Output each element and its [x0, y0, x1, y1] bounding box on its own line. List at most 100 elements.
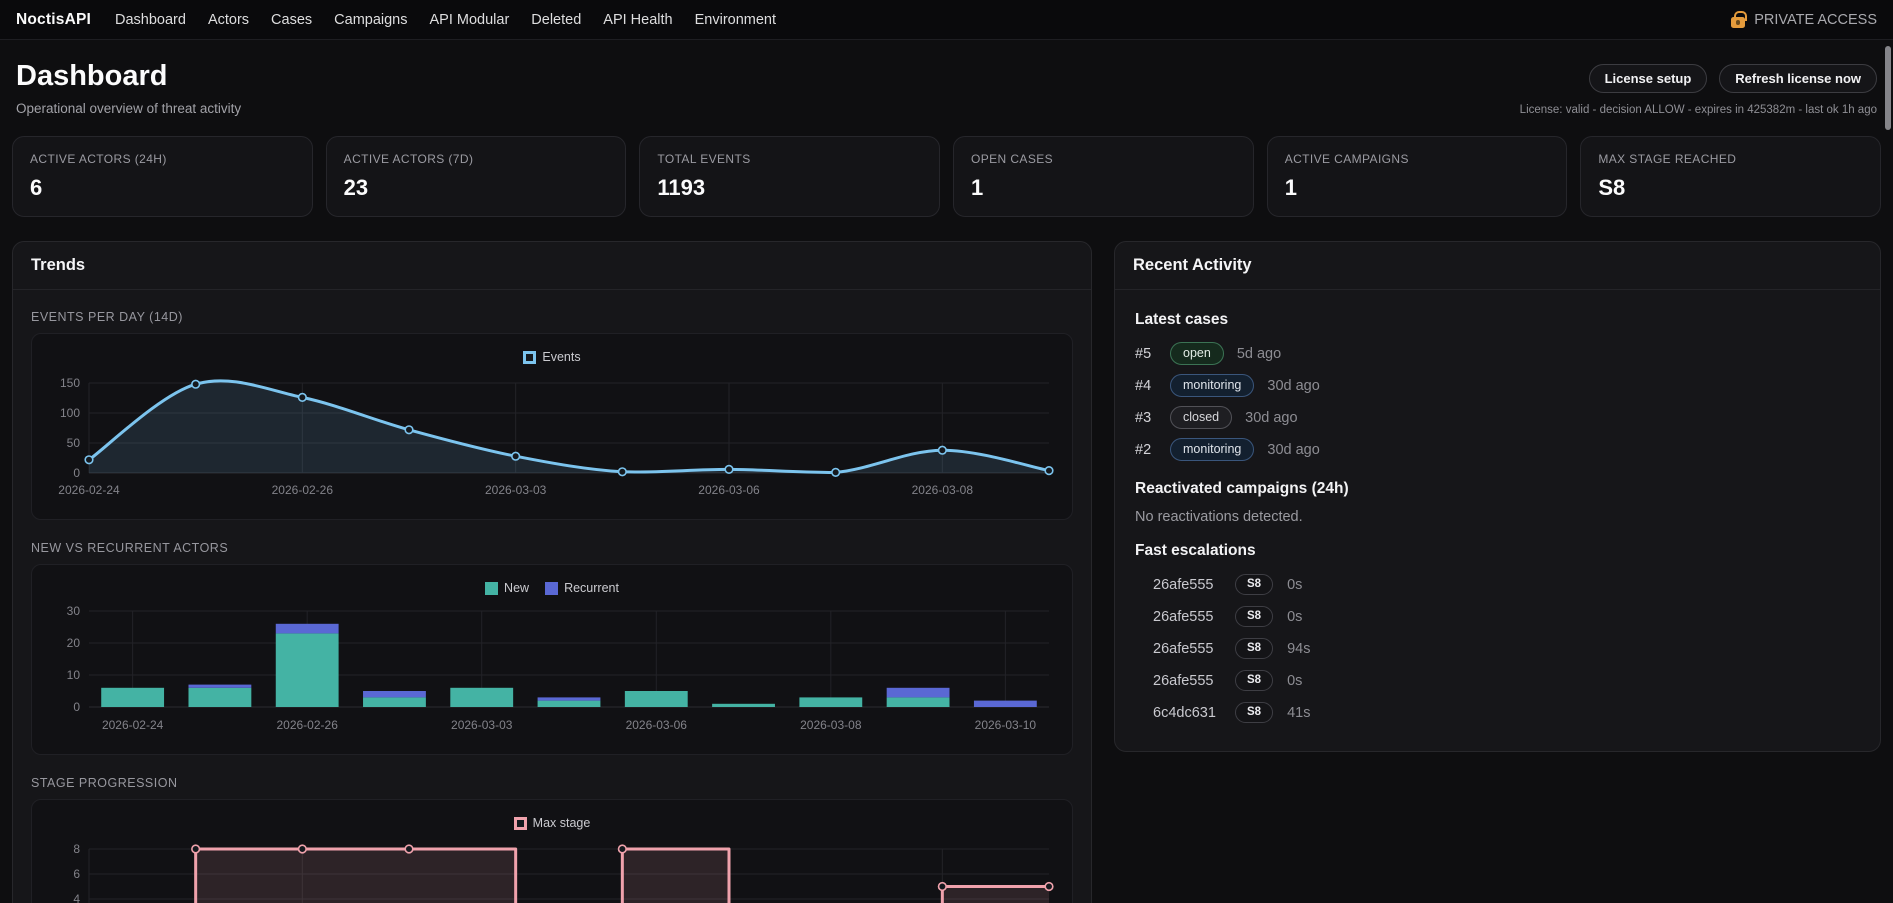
- nav-item-api-health[interactable]: API Health: [603, 11, 673, 28]
- stage-badge: S8: [1235, 574, 1274, 595]
- chart-section-label-events-per-day-14d: EVENTS PER DAY (14D): [31, 310, 183, 324]
- stat-value: 1: [971, 175, 984, 200]
- nav-item-api-modular[interactable]: API Modular: [429, 11, 510, 28]
- stage-badge: S8: [1235, 638, 1274, 659]
- stat-value: S8: [1598, 175, 1626, 200]
- license-setup-button[interactable]: License setup: [1588, 64, 1708, 93]
- stage-badge: S8: [1235, 702, 1274, 723]
- escalation-actor-id: 26afe555: [1153, 640, 1214, 657]
- escalation-duration: 0s: [1287, 576, 1303, 593]
- stat-label: ACTIVE ACTORS (24H): [30, 152, 167, 166]
- chart-legend: Max stage: [43, 810, 1061, 836]
- legend-label: New: [504, 581, 530, 595]
- stat-card-total-events: TOTAL EVENTS 1193: [639, 136, 941, 217]
- svg-text:0: 0: [73, 700, 80, 714]
- case-status-badge: closed: [1170, 406, 1233, 429]
- case-row[interactable]: #4 monitoring 30d ago: [1135, 372, 1860, 399]
- escalations-list: 26afe555 S8 0s 26afe555 S8 0s 26afe555 S8 94s 26a…: [1135, 571, 1860, 726]
- svg-text:2026-02-24: 2026-02-24: [102, 718, 164, 732]
- stat-label: OPEN CASES: [971, 152, 1054, 166]
- nav-links: Dashboard Actors Cases Campaigns API Modular…: [115, 12, 776, 28]
- license-buttons: License setup Refresh license now: [1588, 64, 1877, 93]
- legend-item-events: Events: [523, 350, 581, 364]
- chart-stage-progression: Max stage02468: [31, 799, 1073, 903]
- legend-item-recurrent: Recurrent: [545, 581, 619, 595]
- nav-item-actors[interactable]: Actors: [207, 11, 250, 28]
- chart-legend: New Recurrent: [43, 575, 1061, 601]
- escalation-row: 26afe555 S8 0s: [1135, 571, 1860, 598]
- license-controls: License setup Refresh license now License…: [1520, 60, 1877, 116]
- escalation-row: 26afe555 S8 0s: [1135, 603, 1860, 630]
- svg-text:6: 6: [73, 867, 80, 881]
- activity-body: Latest cases #5 open 5d ago #4 monitoring 30d…: [1115, 290, 1880, 751]
- nav-item-campaigns[interactable]: Campaigns: [334, 11, 408, 28]
- svg-text:2026-03-10: 2026-03-10: [975, 718, 1037, 732]
- escalation-row: 6c4dc631 S8 41s: [1135, 699, 1860, 726]
- chart-legend: Events: [43, 344, 1061, 370]
- svg-text:20: 20: [67, 636, 81, 650]
- title-block: Dashboard Operational overview of threat…: [16, 60, 241, 116]
- case-status-badge: monitoring: [1170, 438, 1255, 461]
- escalation-duration: 0s: [1287, 672, 1303, 689]
- svg-text:2026-02-24: 2026-02-24: [58, 483, 120, 497]
- legend-item-new: New: [485, 581, 529, 595]
- svg-text:2026-03-08: 2026-03-08: [800, 718, 862, 732]
- svg-text:30: 30: [67, 604, 81, 618]
- escalation-actor-id: 6c4dc631: [1153, 704, 1216, 721]
- case-row[interactable]: #3 closed 30d ago: [1135, 404, 1860, 431]
- stat-label: ACTIVE ACTORS (7D): [343, 152, 474, 166]
- escalation-actor-id: 26afe555: [1153, 608, 1214, 625]
- lock-icon: [1731, 11, 1747, 28]
- license-status: License: valid - decision ALLOW - expire…: [1519, 104, 1877, 116]
- chart-canvas-bar: 0 10 20 30 2026-02-24 2026-02-26 2026-03-03 202…: [67, 604, 1049, 732]
- svg-text:2026-03-06: 2026-03-06: [698, 483, 760, 497]
- page-subtitle: Operational overview of threat activity: [16, 101, 242, 116]
- chart-canvas-line: 0 50 100 150 2026-02-24 2026-02-26 2026-03-03 2…: [58, 376, 1054, 497]
- case-id: #3: [1135, 409, 1152, 426]
- case-status-badge: monitoring: [1170, 374, 1255, 397]
- legend-swatch-icon: [485, 581, 499, 595]
- latest-cases-heading: Latest cases: [1135, 311, 1229, 328]
- stat-value: 1: [1284, 175, 1297, 200]
- case-age: 30d ago: [1267, 441, 1320, 458]
- latest-cases-list: #5 open 5d ago #4 monitoring 30d ago #3 closed 3…: [1135, 340, 1860, 463]
- case-id: #5: [1135, 345, 1152, 362]
- nav-item-deleted[interactable]: Deleted: [531, 11, 582, 28]
- reactivated-empty-text: No reactivations detected.: [1135, 509, 1303, 525]
- stage-badge: S8: [1235, 606, 1274, 627]
- nav-item-environment[interactable]: Environment: [694, 11, 777, 28]
- escalation-duration: 41s: [1287, 704, 1311, 721]
- case-row[interactable]: #2 monitoring 30d ago: [1135, 436, 1860, 463]
- trends-charts: EVENTS PER DAY (14D) Events 0 50 100 150 2026-…: [13, 290, 1091, 903]
- page-header: Dashboard Operational overview of threat…: [0, 40, 1893, 122]
- svg-text:10: 10: [67, 668, 81, 682]
- nav-item-cases[interactable]: Cases: [271, 11, 313, 28]
- legend-swatch-icon: [523, 350, 537, 364]
- legend-swatch-icon: [545, 581, 559, 595]
- stat-card-open-cases: OPEN CASES 1: [953, 136, 1254, 217]
- stat-card-active-campaigns: ACTIVE CAMPAIGNS 1: [1266, 136, 1568, 217]
- escalation-duration: 0s: [1287, 608, 1303, 625]
- stat-value: 1193: [657, 175, 706, 200]
- brand-logo: NoctisAPI: [16, 10, 92, 28]
- stat-value: 23: [343, 175, 369, 200]
- stats-row: ACTIVE ACTORS (24H) 6 ACTIVE ACTORS (7D) 23…: [12, 136, 1882, 217]
- main-columns: Trends EVENTS PER DAY (14D) Events 0 50 100 1…: [12, 241, 1881, 903]
- chart-canvas-step: 02468: [73, 842, 1054, 903]
- refresh-license-button[interactable]: Refresh license now: [1719, 64, 1877, 93]
- case-status-badge: open: [1170, 342, 1224, 365]
- escalation-row: 26afe555 S8 94s: [1135, 635, 1860, 662]
- escalations-heading: Fast escalations: [1135, 542, 1256, 559]
- legend-item-max-stage: Max stage: [513, 816, 590, 830]
- stat-label: ACTIVE CAMPAIGNS: [1284, 152, 1409, 166]
- nav-item-dashboard[interactable]: Dashboard: [115, 11, 186, 28]
- svg-text:8: 8: [73, 842, 80, 856]
- chart-events-per-day-14d: Events 0 50 100 150 2026-02-24 2026-02-26 2026-…: [31, 333, 1073, 520]
- escalation-row: 26afe555 S8 0s: [1135, 667, 1860, 694]
- top-nav: NoctisAPI Dashboard Actors Cases Campaigns A…: [0, 0, 1893, 40]
- case-row[interactable]: #5 open 5d ago: [1135, 340, 1860, 367]
- case-id: #4: [1135, 377, 1152, 394]
- trends-panel: Trends EVENTS PER DAY (14D) Events 0 50 100 1…: [12, 241, 1092, 903]
- vertical-scrollbar-thumb[interactable]: [1885, 46, 1891, 130]
- activity-panel-title: Recent Activity: [1115, 242, 1880, 290]
